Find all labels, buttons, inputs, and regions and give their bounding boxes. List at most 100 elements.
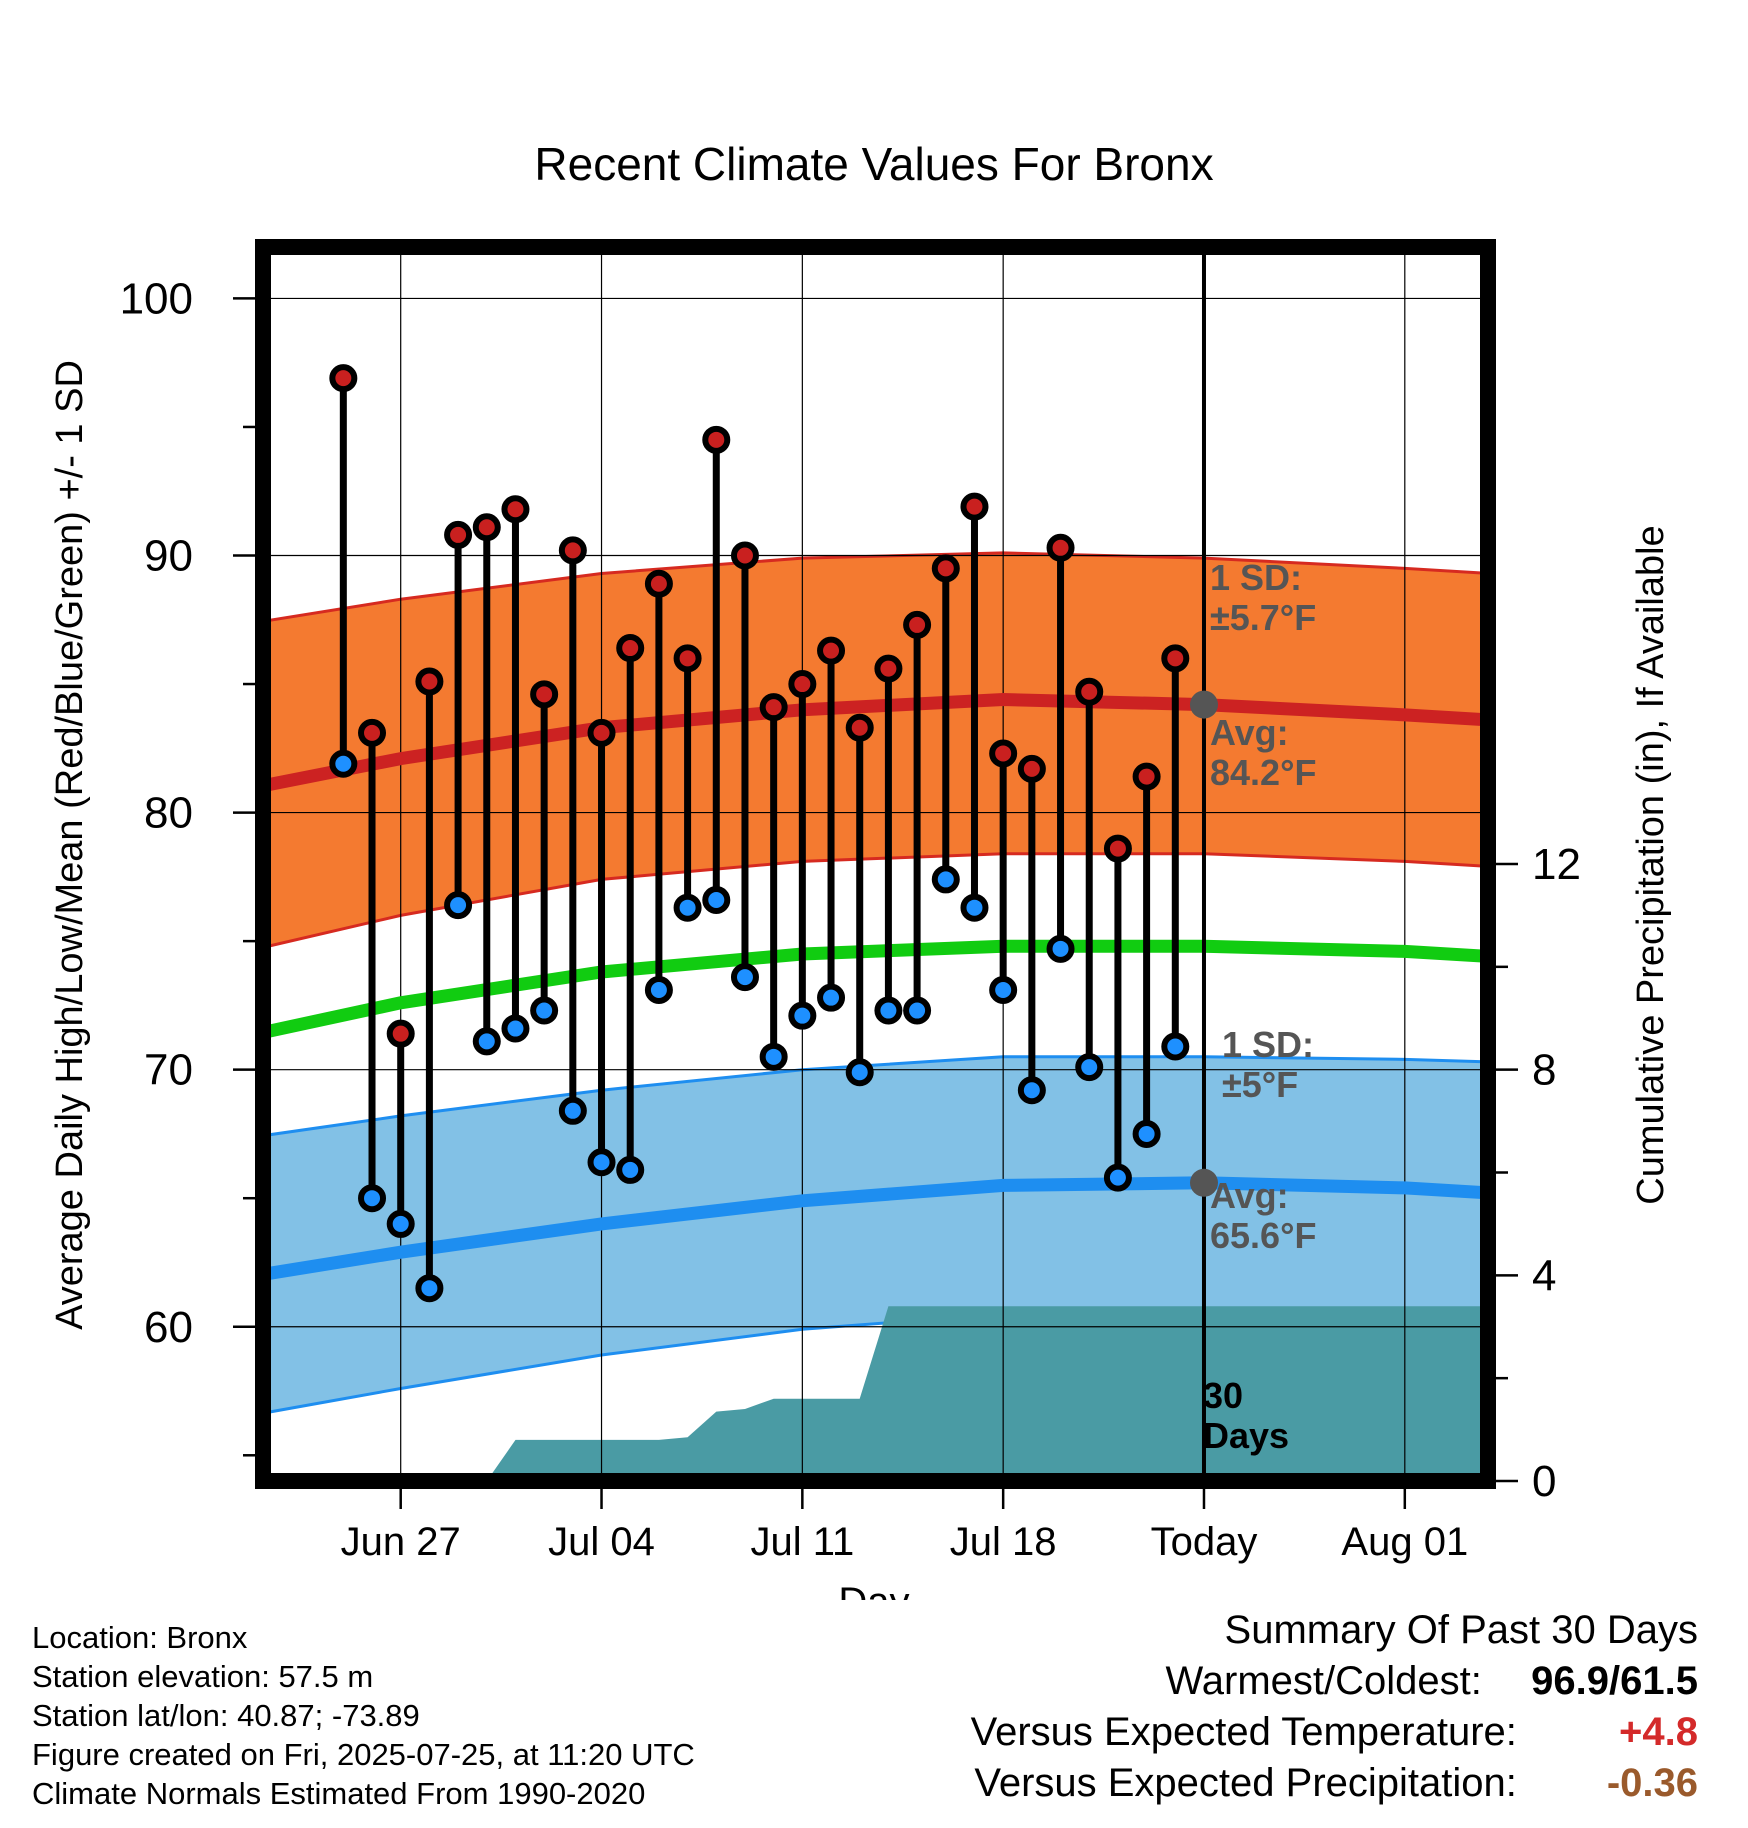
plot-frame	[255, 239, 1496, 1489]
normals-text: Climate Normals Estimated From 1990-2020	[32, 1776, 646, 1811]
y-tick-label: 100	[120, 274, 193, 323]
low-point	[845, 1058, 874, 1087]
latlon-text: Station lat/lon: 40.87; -73.89	[32, 1698, 420, 1733]
y-tick-label: 70	[144, 1046, 193, 1095]
x-tick-label: Aug 01	[1341, 1520, 1468, 1564]
high-avg-label-line: Avg:	[1210, 712, 1289, 753]
high-point	[587, 718, 616, 747]
high-point	[759, 693, 788, 722]
high-sd-label: 1 SD: ±5.7°F	[1210, 557, 1316, 638]
high-point	[329, 364, 358, 393]
low-point	[788, 1001, 817, 1030]
low-point	[1075, 1053, 1104, 1082]
low-point	[989, 975, 1018, 1004]
low-point	[1132, 1119, 1161, 1148]
high-point	[358, 718, 387, 747]
high-point	[444, 520, 473, 549]
y-tick-label: 80	[144, 789, 193, 838]
temp-anomaly-label: Versus Expected Temperature:	[970, 1710, 1517, 1754]
low-point	[1103, 1163, 1132, 1192]
precip-anomaly-label: Versus Expected Precipitation:	[974, 1761, 1517, 1805]
high-sd-label-line: 1 SD:	[1210, 557, 1302, 598]
high-point	[1017, 754, 1046, 783]
station-info: Location: Bronx Station elevation: 57.5 …	[32, 1618, 695, 1813]
high-point	[1132, 762, 1161, 791]
low-point	[931, 865, 960, 894]
low-sd-label: 1 SD: ±5°F	[1222, 1024, 1314, 1105]
precip-anomaly-value: -0.36	[1606, 1761, 1698, 1805]
mean-normal-line	[263, 939, 1488, 1040]
low-point	[587, 1148, 616, 1177]
low-point	[558, 1096, 587, 1125]
high-point	[386, 1019, 415, 1048]
high-point	[644, 569, 673, 598]
warmest-value: 96.9/61.5	[1531, 1659, 1698, 1703]
today-low-marker	[1189, 1168, 1218, 1197]
low-point	[1017, 1076, 1046, 1105]
high-point	[874, 654, 903, 683]
high-point	[558, 536, 587, 565]
low-point	[673, 893, 702, 922]
x-tick-label: Jul 18	[950, 1520, 1057, 1564]
x-tick-label: Today	[1151, 1520, 1258, 1564]
low-point	[472, 1027, 501, 1056]
summary-title: Summary Of Past 30 Days	[1224, 1608, 1698, 1652]
low-point	[1046, 934, 1075, 963]
high-point	[501, 495, 530, 524]
summary-precip-row: Versus Expected Precipitation: -0.36	[971, 1758, 1698, 1809]
high-sd-label-line: ±5.7°F	[1210, 597, 1316, 638]
low-point	[1161, 1032, 1190, 1061]
chart-title: Recent Climate Values For Bronx	[534, 138, 1213, 190]
low-point	[874, 996, 903, 1025]
low-point	[386, 1209, 415, 1238]
low-point	[329, 749, 358, 778]
low-point	[644, 975, 673, 1004]
high-point	[1046, 533, 1075, 562]
high-avg-label: Avg: 84.2°F	[1210, 712, 1316, 793]
y2-tick-label: 8	[1532, 1046, 1556, 1095]
y2-tick-label: 4	[1532, 1251, 1556, 1300]
y2-tick-label: 12	[1532, 840, 1581, 889]
window-label: 30 Days	[1203, 1375, 1289, 1456]
high-point	[960, 492, 989, 521]
location-text: Location: Bronx	[32, 1620, 248, 1655]
low-avg-label-line: 65.6°F	[1210, 1215, 1316, 1256]
precip-area	[486, 1306, 1488, 1481]
high-point	[817, 636, 846, 665]
low-point	[759, 1042, 788, 1071]
y-axis-label: Average Daily High/Low/Mean (Red/Blue/Gr…	[49, 360, 91, 1330]
window-label-line: 30	[1203, 1375, 1243, 1416]
low-point	[960, 893, 989, 922]
climate-chart: Recent Climate Values For Bronx 1 SD: ±5.…	[49, 138, 1672, 1600]
low-normal-line	[263, 1176, 1488, 1281]
high-point	[415, 667, 444, 696]
x-tick-label: Jul 04	[548, 1520, 655, 1564]
high-point	[530, 680, 559, 709]
high-normal-line	[263, 692, 1488, 793]
summary-warmest-row: Warmest/Coldest: 96.9/61.5	[971, 1656, 1699, 1707]
low-point	[702, 885, 731, 914]
high-point	[903, 610, 932, 639]
low-point	[530, 996, 559, 1025]
high-avg-label-line: 84.2°F	[1210, 752, 1316, 793]
y2-tick-label: 0	[1532, 1457, 1556, 1506]
today-high-marker	[1189, 690, 1218, 719]
low-point	[616, 1155, 645, 1184]
high-point	[845, 713, 874, 742]
low-sd-band-upper-edge	[263, 1055, 1488, 1138]
high-point	[730, 541, 759, 570]
y-tick-label: 90	[144, 532, 193, 581]
high-point	[1103, 834, 1132, 863]
low-avg-label: Avg: 65.6°F	[1210, 1175, 1316, 1256]
low-point	[501, 1014, 530, 1043]
low-avg-label-line: Avg:	[1210, 1175, 1289, 1216]
summary-panel: Summary Of Past 30 Days Warmest/Coldest:…	[971, 1605, 1698, 1809]
y2-axis-label: Cumulative Precipitation (in), If Availa…	[1630, 525, 1672, 1204]
low-sd-label-line: ±5°F	[1222, 1064, 1298, 1105]
high-sd-band-lower-edge	[263, 852, 1488, 950]
high-point	[472, 513, 501, 542]
high-point	[788, 670, 817, 699]
low-point	[415, 1274, 444, 1303]
